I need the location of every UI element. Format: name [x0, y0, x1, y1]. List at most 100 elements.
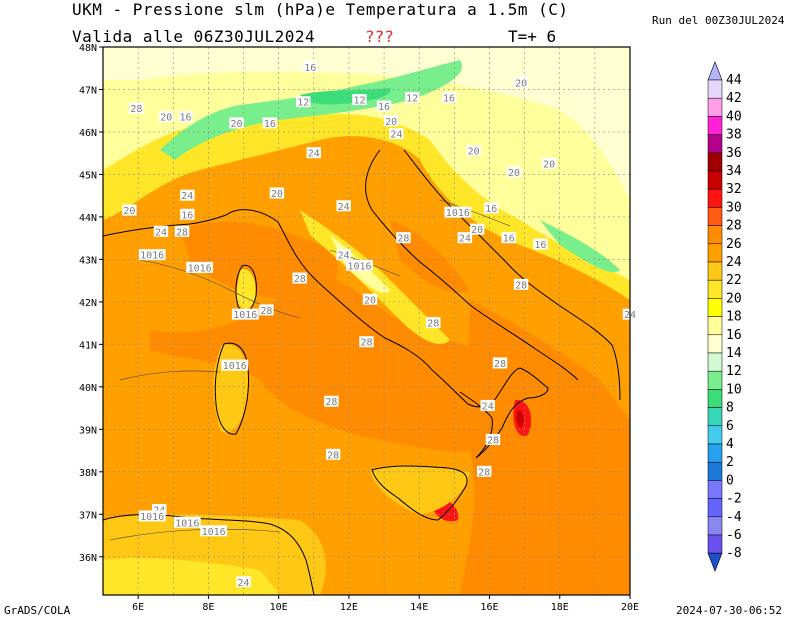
contour-label: 24 — [306, 147, 321, 160]
contour-label: 1016 — [221, 359, 249, 372]
contour-label: 1016 — [346, 259, 373, 272]
colorbar-swatch — [707, 461, 723, 481]
time-step-label: T=+ 6 — [508, 27, 557, 46]
contour-label: 28 — [476, 465, 492, 478]
colorbar-swatch — [707, 352, 723, 372]
lat-tick-label: 48N — [79, 43, 97, 54]
contour-label: 20 — [513, 77, 529, 90]
lat-tick-label: 39N — [79, 425, 97, 436]
svg-text:24: 24 — [155, 227, 167, 238]
lon-tick-label: 8E — [202, 602, 214, 613]
lat-tick-label: 38N — [79, 468, 97, 479]
colorbar-level-label: 2 — [726, 455, 734, 470]
colorbar-swatch — [707, 188, 723, 208]
contour-label: 16 — [501, 232, 516, 245]
contour-label: 24 — [236, 576, 251, 589]
colorbar-swatch — [707, 443, 723, 463]
colorbar-level-label: -6 — [726, 528, 742, 543]
colorbar-level-label: 0 — [726, 473, 734, 488]
svg-text:24: 24 — [482, 401, 494, 412]
colorbar-level-label: 20 — [726, 291, 742, 306]
svg-text:20: 20 — [364, 295, 376, 306]
svg-text:16: 16 — [180, 113, 192, 124]
svg-text:28: 28 — [325, 397, 337, 408]
svg-text:16: 16 — [503, 234, 515, 245]
generation-timestamp: 2024-07-30-06:52 — [676, 604, 782, 617]
colorbar-level-label: -8 — [726, 546, 742, 561]
lat-tick-label: 45N — [79, 170, 97, 181]
lon-tick-label: 20E — [621, 602, 639, 613]
colorbar-level-label: 14 — [726, 346, 742, 361]
svg-text:1016: 1016 — [347, 261, 371, 272]
contour-label: 1016 — [186, 261, 214, 274]
colorbar-swatch — [707, 225, 723, 245]
colorbar-level-label: 28 — [726, 219, 742, 234]
contour-label: 16 — [441, 91, 457, 104]
colorbar-swatch — [707, 261, 723, 281]
isobars — [109, 199, 511, 541]
valid-time-label: Valida alle 06Z30JUL2024 — [72, 27, 316, 46]
svg-text:28: 28 — [294, 274, 306, 285]
contour-label: 24 — [457, 232, 473, 245]
contour-label: 1016 — [138, 510, 166, 523]
contour-label: 28 — [174, 225, 190, 238]
lat-tick-label: 41N — [79, 340, 97, 351]
colorbar-swatch — [707, 79, 723, 99]
colorbar-level-label: 8 — [726, 401, 734, 416]
colorbar-swatch — [707, 279, 723, 299]
colorbar-level-label: 16 — [726, 328, 742, 343]
colorbar-swatch — [707, 516, 723, 536]
contour-label: 20 — [362, 293, 378, 306]
lat-tick-label: 37N — [79, 510, 97, 521]
colorbar-level-label: 4 — [726, 437, 734, 452]
contour-label: 1016 — [173, 516, 201, 529]
svg-text:1016: 1016 — [140, 512, 164, 523]
contour-label: 28 — [492, 357, 508, 370]
temperature-field — [103, 47, 630, 595]
svg-text:20: 20 — [385, 117, 397, 128]
colorbar-level-label: 44 — [726, 73, 742, 88]
lon-tick-label: 14E — [410, 602, 428, 613]
contour-label: 24 — [480, 399, 495, 412]
run-label: Run del 00Z30JUL2024 — [652, 14, 785, 27]
svg-text:28: 28 — [494, 359, 506, 370]
svg-text:16: 16 — [264, 119, 276, 130]
contour-label: 1016 — [138, 249, 166, 262]
lat-tick-label: 42N — [79, 298, 97, 309]
colorbar-level-label: 38 — [726, 128, 742, 143]
svg-text:28: 28 — [360, 338, 372, 349]
svg-text:28: 28 — [478, 467, 490, 478]
lat-tick-label: 44N — [79, 213, 97, 224]
contour-label: 16 — [178, 111, 193, 124]
contour-label: 12 — [296, 96, 311, 109]
lat-tick-label: 46N — [79, 128, 97, 139]
svg-text:20: 20 — [515, 79, 527, 90]
lon-tick-label: 16E — [480, 602, 498, 613]
colorbar-level-label: 30 — [726, 200, 742, 215]
contour-label: 24 — [336, 200, 351, 213]
svg-text:28: 28 — [487, 435, 499, 446]
svg-text:1016: 1016 — [175, 518, 199, 529]
svg-text:28: 28 — [176, 227, 188, 238]
svg-text:24: 24 — [390, 130, 402, 141]
svg-text:16: 16 — [378, 102, 390, 113]
svg-text:12: 12 — [297, 98, 309, 109]
chart-title: UKM - Pressione slm (hPa)e Temperatura a… — [72, 0, 569, 19]
map-gridlines — [103, 47, 630, 595]
contour-label: 20 — [506, 166, 522, 179]
colorbar-level-label: 32 — [726, 182, 742, 197]
colorbar-level-label: 6 — [726, 419, 734, 434]
contour-label: 28 — [325, 448, 341, 461]
contour-label: 20 — [159, 111, 174, 124]
colorbar-level-label: 10 — [726, 382, 742, 397]
contour-label: 28 — [426, 317, 441, 330]
colorbar-swatch — [707, 97, 723, 117]
lat-tick-label: 36N — [79, 553, 97, 564]
contour-label: 28 — [359, 336, 374, 349]
lon-tick-label: 10E — [270, 602, 288, 613]
svg-text:28: 28 — [130, 104, 142, 115]
colorbar-level-label: 24 — [726, 255, 742, 270]
colorbar-swatch — [707, 389, 723, 408]
